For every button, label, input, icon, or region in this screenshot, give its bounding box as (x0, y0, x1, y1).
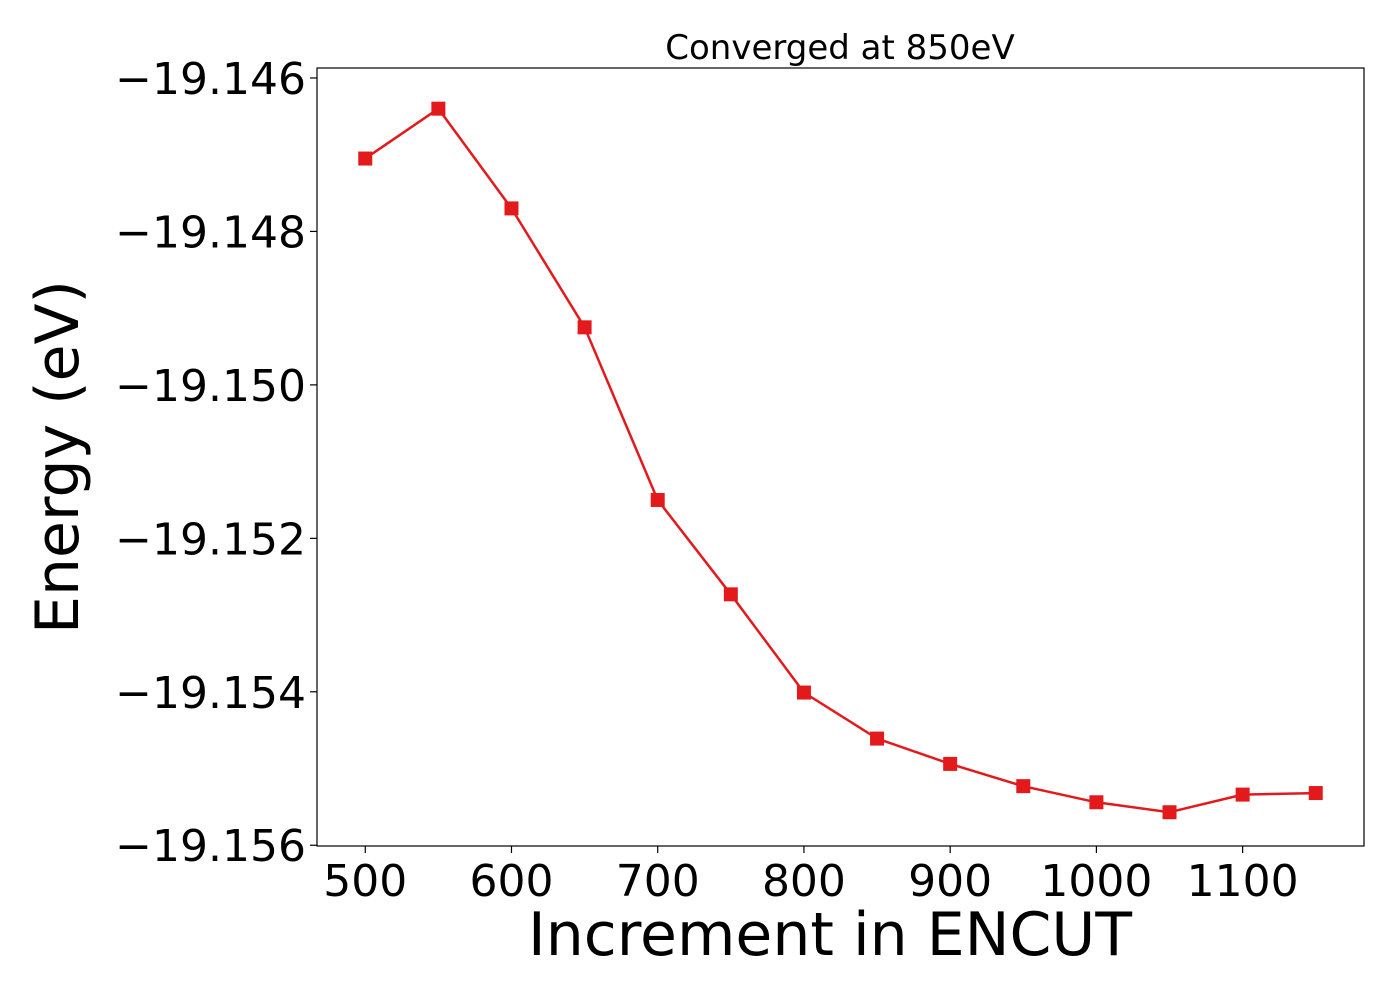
y-tick-label: −19.152 (115, 514, 306, 565)
y-tick-label: −19.146 (115, 54, 306, 105)
data-point-marker (1235, 787, 1250, 802)
x-tick-label: 900 (908, 856, 992, 907)
y-tick-label: −19.156 (115, 821, 306, 872)
data-point-marker (577, 320, 592, 335)
x-tick-label: 700 (616, 856, 700, 907)
data-point-marker (1016, 779, 1031, 794)
chart-title: Converged at 850eV (665, 28, 1014, 68)
data-point-marker (1162, 805, 1177, 820)
data-point-marker (943, 756, 958, 771)
x-tick-label: 1000 (1040, 856, 1152, 907)
x-tick-label: 800 (762, 856, 846, 907)
data-point-marker (796, 685, 811, 700)
y-tick-label: −19.150 (115, 361, 306, 412)
data-point-marker (358, 151, 373, 166)
data-point-marker (650, 492, 665, 507)
energy-series-line (364, 107, 1316, 814)
x-axis-label: Increment in ENCUT (528, 900, 1132, 970)
x-tick-label: 600 (469, 856, 553, 907)
plot-area-frame (316, 67, 1365, 847)
data-point-marker (431, 101, 446, 116)
data-point-marker (504, 201, 519, 216)
y-tick-label: −19.154 (115, 668, 306, 719)
y-tick-label: −19.148 (115, 207, 306, 258)
y-axis-label: Energy (eV) (23, 280, 93, 634)
data-point-marker (1308, 786, 1323, 801)
data-point-marker (1089, 795, 1104, 810)
data-point-marker (723, 587, 738, 602)
data-point-marker (870, 731, 885, 746)
x-tick-label: 1100 (1187, 856, 1299, 907)
x-tick-label: 500 (323, 856, 407, 907)
